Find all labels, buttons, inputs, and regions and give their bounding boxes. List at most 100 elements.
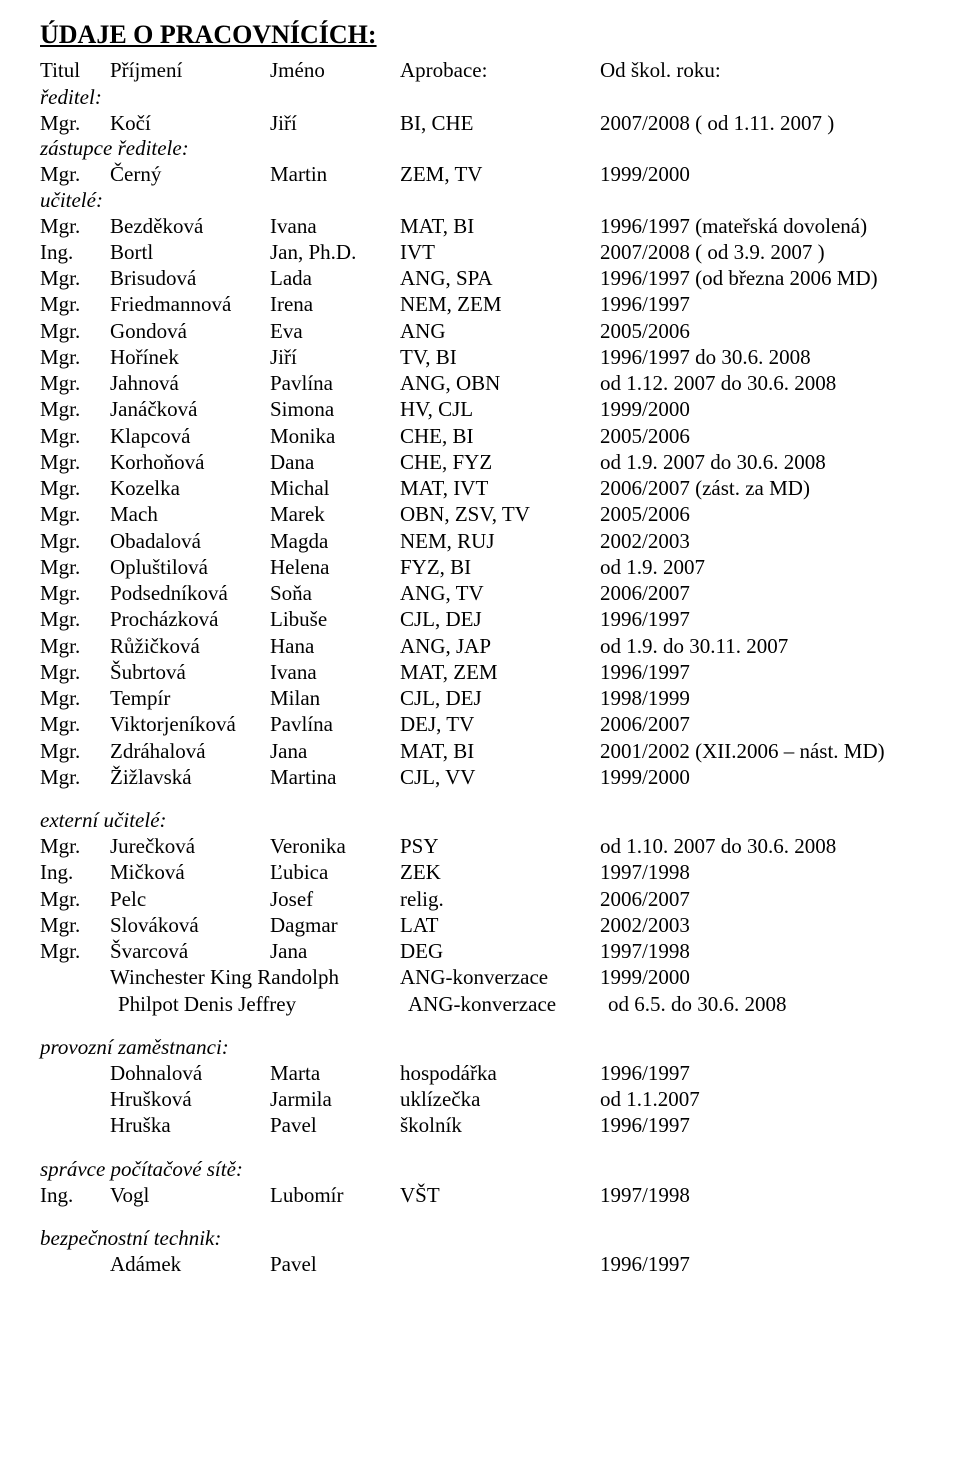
cell-jmeno: Lada — [270, 265, 400, 291]
cell-titul: Mgr. — [40, 344, 110, 370]
cell-blank — [40, 1086, 110, 1112]
cell-odroku: 1999/2000 — [600, 964, 920, 990]
cell-odroku: 1996/1997 — [600, 1251, 920, 1277]
cell-prijmeni: Růžičková — [110, 633, 270, 659]
cell-prijmeni: Zdráhalová — [110, 738, 270, 764]
cell-aprobace: MAT, IVT — [400, 475, 600, 501]
cell-aprobace — [400, 1251, 600, 1277]
table-row: Mgr.MachMarekOBN, ZSV, TV2005/2006 — [40, 501, 920, 527]
cell-titul: Mgr. — [40, 501, 110, 527]
cell-jmeno: Jana — [270, 738, 400, 764]
cell-aprobace: DEJ, TV — [400, 711, 600, 737]
cell-jmeno: Lubomír — [270, 1182, 400, 1208]
cell-aprobace: NEM, ZEM — [400, 291, 600, 317]
section-spravce: správce počítačové sítě: — [40, 1157, 920, 1182]
cell-aprobace: ANG, TV — [400, 580, 600, 606]
cell-aprobace: FYZ, BI — [400, 554, 600, 580]
cell-aprobace: OBN, ZSV, TV — [400, 501, 600, 527]
table-row: Mgr.RůžičkováHanaANG, JAPod 1.9. do 30.1… — [40, 633, 920, 659]
section-technik: bezpečnostní technik: — [40, 1226, 920, 1251]
cell-jmeno: Ľubica — [270, 859, 400, 885]
table-row: Mgr.JurečkováVeronikaPSYod 1.10. 2007 do… — [40, 833, 920, 859]
cell-prijmeni: Mičková — [110, 859, 270, 885]
cell-aprobace: relig. — [400, 886, 600, 912]
cell-titul: Mgr. — [40, 423, 110, 449]
cell-titul: Mgr. — [40, 633, 110, 659]
table-row: Mgr.ViktorjeníkováPavlínaDEJ, TV2006/200… — [40, 711, 920, 737]
cell-prijmeni: Kozelka — [110, 475, 270, 501]
cell-prijmeni: Hořínek — [110, 344, 270, 370]
header-prijmeni: Příjmení — [110, 58, 270, 83]
cell-odroku: 1997/1998 — [600, 1182, 920, 1208]
cell-prijmeni: Podsedníková — [110, 580, 270, 606]
cell-prijmeni: Brisudová — [110, 265, 270, 291]
cell-titul: Ing. — [40, 859, 110, 885]
table-row: Ing.VoglLubomírVŠT1997/1998 — [40, 1182, 920, 1208]
cell-titul: Mgr. — [40, 291, 110, 317]
cell-jmeno: Marta — [270, 1060, 400, 1086]
cell-jmeno: Martina — [270, 764, 400, 790]
cell-aprobace: ANG-konverzace — [400, 964, 600, 990]
cell-prijmeni: Hrušková — [110, 1086, 270, 1112]
cell-prijmeni: Korhoňová — [110, 449, 270, 475]
table-row: Mgr.BrisudováLadaANG, SPA1996/1997 (od b… — [40, 265, 920, 291]
cell-aprobace: školník — [400, 1112, 600, 1138]
table-row: Mgr.TempírMilanCJL, DEJ1998/1999 — [40, 685, 920, 711]
cell-odroku: od 1.9. do 30.11. 2007 — [600, 633, 920, 659]
cell-titul: Mgr. — [40, 528, 110, 554]
cell-odroku: 2002/2003 — [600, 528, 920, 554]
cell-aprobace: HV, CJL — [400, 396, 600, 422]
cell-fullname: Winchester King Randolph — [40, 964, 400, 990]
cell-odroku: 1996/1997 do 30.6. 2008 — [600, 344, 920, 370]
cell-prijmeni: Bortl — [110, 239, 270, 265]
cell-prijmeni: Vogl — [110, 1182, 270, 1208]
cell-odroku: 2002/2003 — [600, 912, 920, 938]
table-row: Ing.MičkováĽubicaZEK1997/1998 — [40, 859, 920, 885]
table-row: Mgr.ZdráhalováJanaMAT, BI2001/2002 (XII.… — [40, 738, 920, 764]
cell-odroku: 2005/2006 — [600, 423, 920, 449]
cell-jmeno: Ivana — [270, 659, 400, 685]
cell-blank — [40, 1251, 110, 1277]
cell-prijmeni: Kočí — [110, 110, 270, 136]
table-row: Mgr.ŠvarcováJanaDEG1997/1998 — [40, 938, 920, 964]
cell-jmeno: Veronika — [270, 833, 400, 859]
cell-aprobace: CJL, DEJ — [400, 685, 600, 711]
cell-titul: Mgr. — [40, 161, 110, 187]
cell-aprobace: PSY — [400, 833, 600, 859]
cell-jmeno: Josef — [270, 886, 400, 912]
cell-titul: Mgr. — [40, 659, 110, 685]
cell-prijmeni: Žižlavská — [110, 764, 270, 790]
table-row: Mgr.SlovákováDagmarLAT2002/2003 — [40, 912, 920, 938]
cell-prijmeni: Slováková — [110, 912, 270, 938]
cell-odroku: 2006/2007 — [600, 580, 920, 606]
header-jmeno: Jméno — [270, 58, 400, 83]
cell-jmeno: Jiří — [270, 110, 400, 136]
cell-odroku: 1996/1997 (od března 2006 MD) — [600, 265, 920, 291]
cell-odroku: 1996/1997 — [600, 606, 920, 632]
cell-jmeno: Pavlína — [270, 370, 400, 396]
cell-jmeno: Jiří — [270, 344, 400, 370]
cell-aprobace: BI, CHE — [400, 110, 600, 136]
table-row: Mgr.KlapcováMonikaCHE, BI2005/2006 — [40, 423, 920, 449]
cell-blank — [40, 1112, 110, 1138]
cell-prijmeni: Adámek — [110, 1251, 270, 1277]
cell-jmeno: Libuše — [270, 606, 400, 632]
cell-prijmeni: Švarcová — [110, 938, 270, 964]
cell-titul: Mgr. — [40, 711, 110, 737]
section-provozni: provozní zaměstnanci: — [40, 1035, 920, 1060]
cell-titul: Mgr. — [40, 685, 110, 711]
cell-odroku: 1999/2000 — [600, 396, 920, 422]
cell-aprobace: DEG — [400, 938, 600, 964]
cell-odroku: od 1.1.2007 — [600, 1086, 920, 1112]
cell-titul: Mgr. — [40, 370, 110, 396]
cell-odroku: 1998/1999 — [600, 685, 920, 711]
cell-titul: Mgr. — [40, 886, 110, 912]
table-row: Mgr.ŠubrtováIvanaMAT, ZEM1996/1997 — [40, 659, 920, 685]
cell-jmeno: Simona — [270, 396, 400, 422]
cell-odroku: 1999/2000 — [600, 161, 920, 187]
cell-aprobace: uklízečka — [400, 1086, 600, 1112]
cell-prijmeni: Jurečková — [110, 833, 270, 859]
table-row: Philpot Denis JeffreyANG-konverzaceod 6.… — [40, 991, 920, 1017]
cell-aprobace: CJL, DEJ — [400, 606, 600, 632]
cell-titul: Mgr. — [40, 580, 110, 606]
